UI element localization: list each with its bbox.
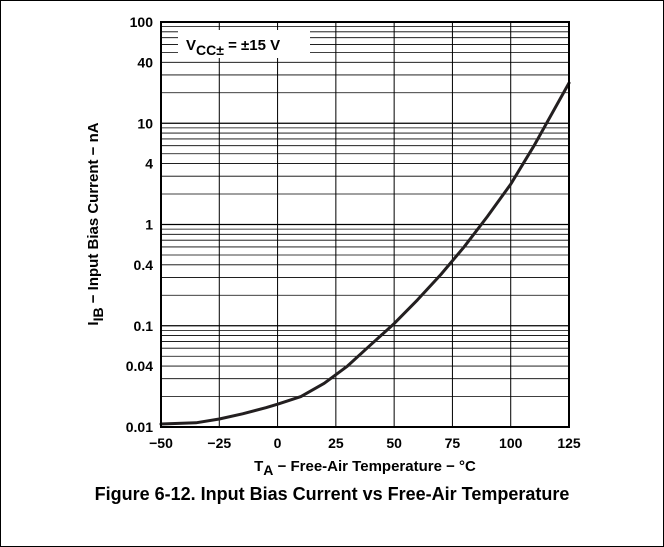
y-axis-label-rest: − Input Bias Current − nA <box>85 122 102 307</box>
y-tick-label: 40 <box>137 54 153 70</box>
x-tick-label: 125 <box>557 435 581 451</box>
x-tick-label: 25 <box>328 435 344 451</box>
y-tick-label: 0.4 <box>134 257 154 273</box>
series-layer <box>159 81 571 426</box>
y-tick-label: 0.1 <box>134 318 154 334</box>
figure-caption: Figure 6-12. Input Bias Current vs Free-… <box>94 484 570 504</box>
y-tick-label: 0.01 <box>126 419 153 435</box>
y-axis-label-main: I <box>85 321 102 325</box>
y-tick-label: 1 <box>145 217 153 233</box>
x-tick-label: 50 <box>386 435 402 451</box>
annotation-rest: = ±15 V <box>224 37 280 54</box>
x-axis-label: TA − Free-Air Temperature − °C <box>254 458 476 478</box>
x-tick-labels: −50 −25 0 25 50 75 100 125 <box>149 435 581 451</box>
y-tick-labels: 100 40 10 4 1 0.4 0.1 0.04 0.01 <box>126 14 153 435</box>
x-tick-label: 100 <box>499 435 523 451</box>
y-tick-label: 0.04 <box>126 358 153 374</box>
annotation-sub: CC± <box>196 42 224 58</box>
y-tick-label: 4 <box>145 156 153 172</box>
annotation-label: VCC± = ±15 V <box>186 37 280 58</box>
y-axis-label: IIB − Input Bias Current − nA <box>85 122 106 325</box>
y-tick-label: 100 <box>130 14 154 30</box>
annotation-group: VCC± = ±15 V <box>178 30 310 58</box>
annotation-box <box>178 30 310 58</box>
x-tick-label: −50 <box>149 435 173 451</box>
y-tick-label: 10 <box>137 115 153 131</box>
annotation-main: V <box>186 37 196 54</box>
plot-frame <box>160 21 570 428</box>
x-axis-label-main: T <box>254 458 263 475</box>
x-axis-label-sub: A <box>263 462 273 478</box>
x-tick-label: 0 <box>274 435 282 451</box>
grid <box>161 22 569 427</box>
series-line <box>159 81 571 426</box>
x-axis-label-rest: − Free-Air Temperature − °C <box>273 458 476 475</box>
x-tick-label: −25 <box>207 435 231 451</box>
y-axis-label-sub: IB <box>90 307 106 321</box>
x-tick-label: 75 <box>445 435 461 451</box>
